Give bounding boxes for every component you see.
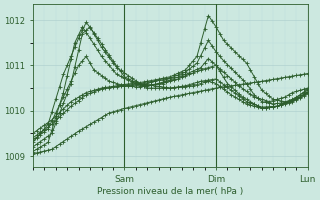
X-axis label: Pression niveau de la mer( hPa ): Pression niveau de la mer( hPa ) (97, 187, 243, 196)
